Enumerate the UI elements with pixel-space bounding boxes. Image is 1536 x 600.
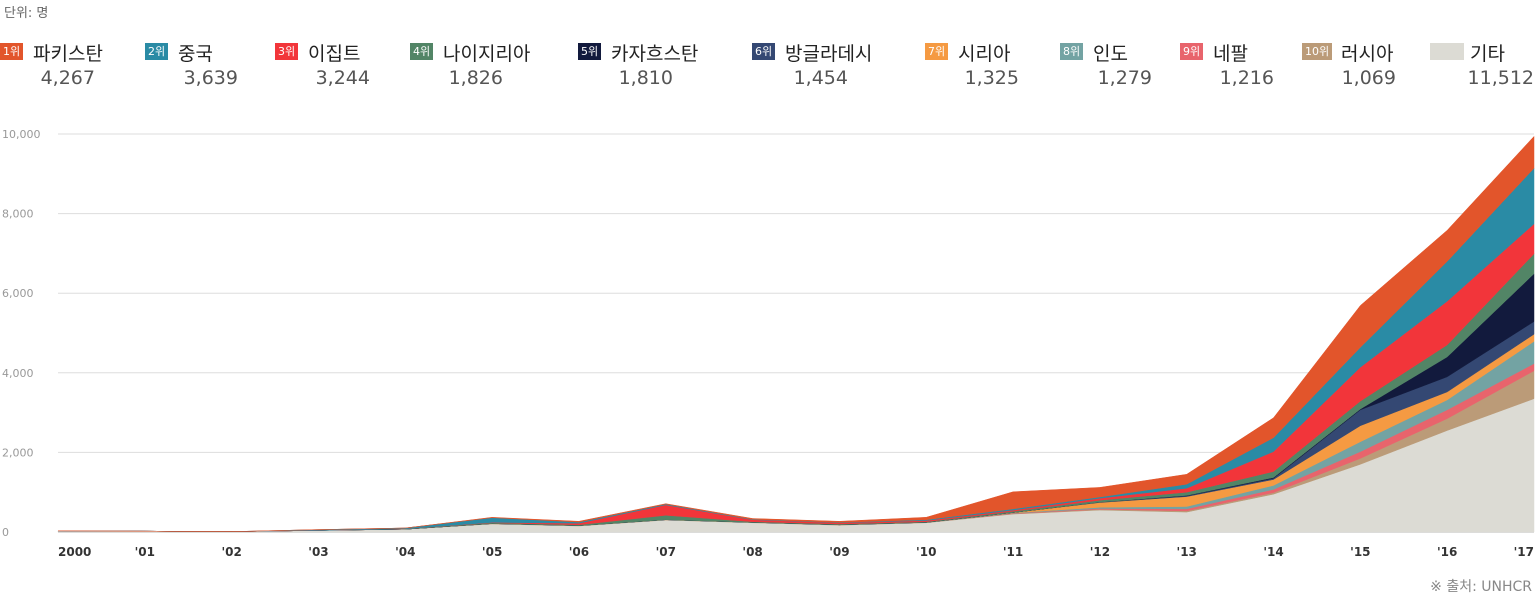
source-note: ※ 출처: UNHCR bbox=[1430, 579, 1532, 595]
legend-value: 1,216 bbox=[1219, 67, 1274, 89]
legend-item: 3위 이집트 3,244 bbox=[275, 40, 370, 100]
legend-item: 7위 시리아 1,325 bbox=[925, 40, 1019, 100]
legend-item: 기타 11,512 bbox=[1430, 40, 1534, 100]
x-tick-labels: 2000 '01 '02 '03 '04 '05 '06 '07 '08 '09 '10 '11 '12… bbox=[58, 545, 1534, 559]
rank-badge: 4위 bbox=[410, 43, 434, 60]
legend-country-name: 이집트 bbox=[308, 43, 361, 65]
legend-item: 4위 나이지리아 1,826 bbox=[410, 40, 530, 100]
y-tick-labels: 0 2,000 4,000 6,000 8,000 10,000 bbox=[2, 128, 41, 539]
legend-country-name: 기타 bbox=[1470, 43, 1505, 65]
legend-country-name: 시리아 bbox=[958, 43, 1011, 65]
area-series-10 bbox=[57, 135, 1535, 532]
legend-country-name: 파키스탄 bbox=[33, 43, 103, 65]
x-tick-label: 2000 bbox=[58, 545, 91, 559]
legend-value: 1,069 bbox=[1341, 67, 1396, 89]
y-tick-label: 10,000 bbox=[2, 128, 41, 141]
rank-badge: 9위 bbox=[1180, 43, 1204, 60]
x-tick-label: '12 bbox=[1090, 545, 1110, 559]
rank-badge: 3위 bbox=[275, 43, 299, 60]
rank-badge: 8위 bbox=[1060, 43, 1084, 60]
x-tick-label: '03 bbox=[308, 545, 328, 559]
x-tick-label: '05 bbox=[482, 545, 502, 559]
y-tick-label: 4,000 bbox=[2, 367, 34, 380]
x-tick-label: '08 bbox=[742, 545, 762, 559]
legend-item: 2위 중국 3,639 bbox=[145, 40, 238, 100]
x-tick-label: '06 bbox=[569, 545, 589, 559]
rank-badge: 7위 bbox=[925, 43, 949, 60]
x-tick-label: '02 bbox=[221, 545, 241, 559]
legend-item: 1위 파키스탄 4,267 bbox=[0, 40, 103, 100]
x-tick-label: '10 bbox=[916, 545, 936, 559]
y-tick-label: 0 bbox=[2, 526, 9, 539]
legend-country-name: 카자흐스탄 bbox=[611, 43, 699, 65]
legend-value: 4,267 bbox=[40, 67, 95, 89]
legend-item: 5위 카자흐스탄 1,810 bbox=[578, 40, 698, 100]
x-tick-label: '04 bbox=[395, 545, 415, 559]
rank-badge: 5위 bbox=[578, 43, 602, 60]
legend-item: 10위 러시아 1,069 bbox=[1302, 40, 1396, 100]
x-tick-label: '01 bbox=[135, 545, 155, 559]
legend-value: 1,826 bbox=[448, 67, 503, 89]
y-tick-label: 6,000 bbox=[2, 287, 34, 300]
y-tick-label: 8,000 bbox=[2, 208, 34, 221]
rank-badge: 1위 bbox=[0, 43, 24, 60]
legend-item: 8위 인도 1,279 bbox=[1060, 40, 1152, 100]
legend-country-name: 네팔 bbox=[1213, 43, 1248, 65]
x-tick-label: '11 bbox=[1003, 545, 1023, 559]
legend-value: 11,512 bbox=[1467, 67, 1534, 89]
x-tick-label: '17 bbox=[1514, 545, 1534, 559]
legend-country-name: 인도 bbox=[1093, 43, 1128, 65]
y-tick-label: 2,000 bbox=[2, 446, 34, 459]
legend-item: 9위 네팔 1,216 bbox=[1180, 40, 1274, 100]
legend-item: 6위 방글라데시 1,454 bbox=[752, 40, 872, 100]
legend: 1위 파키스탄 4,267 2위 중국 3,639 3위 이집트 3,244 4위 나이지리아 1,8… bbox=[0, 40, 1536, 100]
area-series bbox=[57, 135, 1535, 533]
x-tick-label: '09 bbox=[829, 545, 849, 559]
x-tick-label: '16 bbox=[1437, 545, 1457, 559]
legend-value: 1,810 bbox=[618, 67, 673, 89]
unit-label: 단위: 명 bbox=[4, 6, 49, 21]
rank-badge: 10위 bbox=[1302, 43, 1333, 60]
x-tick-label: '07 bbox=[656, 545, 676, 559]
x-tick-label: '13 bbox=[1177, 545, 1197, 559]
rank-badge: 6위 bbox=[752, 43, 776, 60]
legend-value: 3,244 bbox=[315, 67, 370, 89]
x-tick-label: '15 bbox=[1350, 545, 1370, 559]
legend-value: 1,454 bbox=[793, 67, 848, 89]
stacked-area-chart: 0 2,000 4,000 6,000 8,000 10,000 2000 '01 '02 '0… bbox=[2, 128, 1535, 559]
legend-swatch bbox=[1430, 43, 1464, 60]
legend-value: 1,279 bbox=[1097, 67, 1152, 89]
legend-country-name: 러시아 bbox=[1341, 43, 1394, 65]
rank-badge: 2위 bbox=[145, 43, 169, 60]
legend-value: 3,639 bbox=[183, 67, 238, 89]
legend-value: 1,325 bbox=[964, 67, 1019, 89]
legend-country-name: 나이지리아 bbox=[443, 43, 531, 65]
legend-country-name: 중국 bbox=[178, 43, 213, 65]
legend-country-name: 방글라데시 bbox=[785, 43, 873, 65]
x-tick-label: '14 bbox=[1263, 545, 1283, 559]
